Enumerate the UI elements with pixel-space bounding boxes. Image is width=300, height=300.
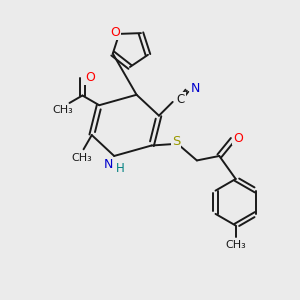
Text: CH₃: CH₃ [225,240,246,250]
Text: O: O [85,71,95,84]
Text: N: N [191,82,200,95]
Text: CH₃: CH₃ [72,153,92,163]
Text: O: O [111,26,121,39]
Text: N: N [104,158,113,171]
Text: H: H [116,162,125,175]
Text: CH₃: CH₃ [52,104,73,115]
Text: C: C [177,93,185,106]
Text: S: S [172,135,180,148]
Text: O: O [233,132,243,145]
